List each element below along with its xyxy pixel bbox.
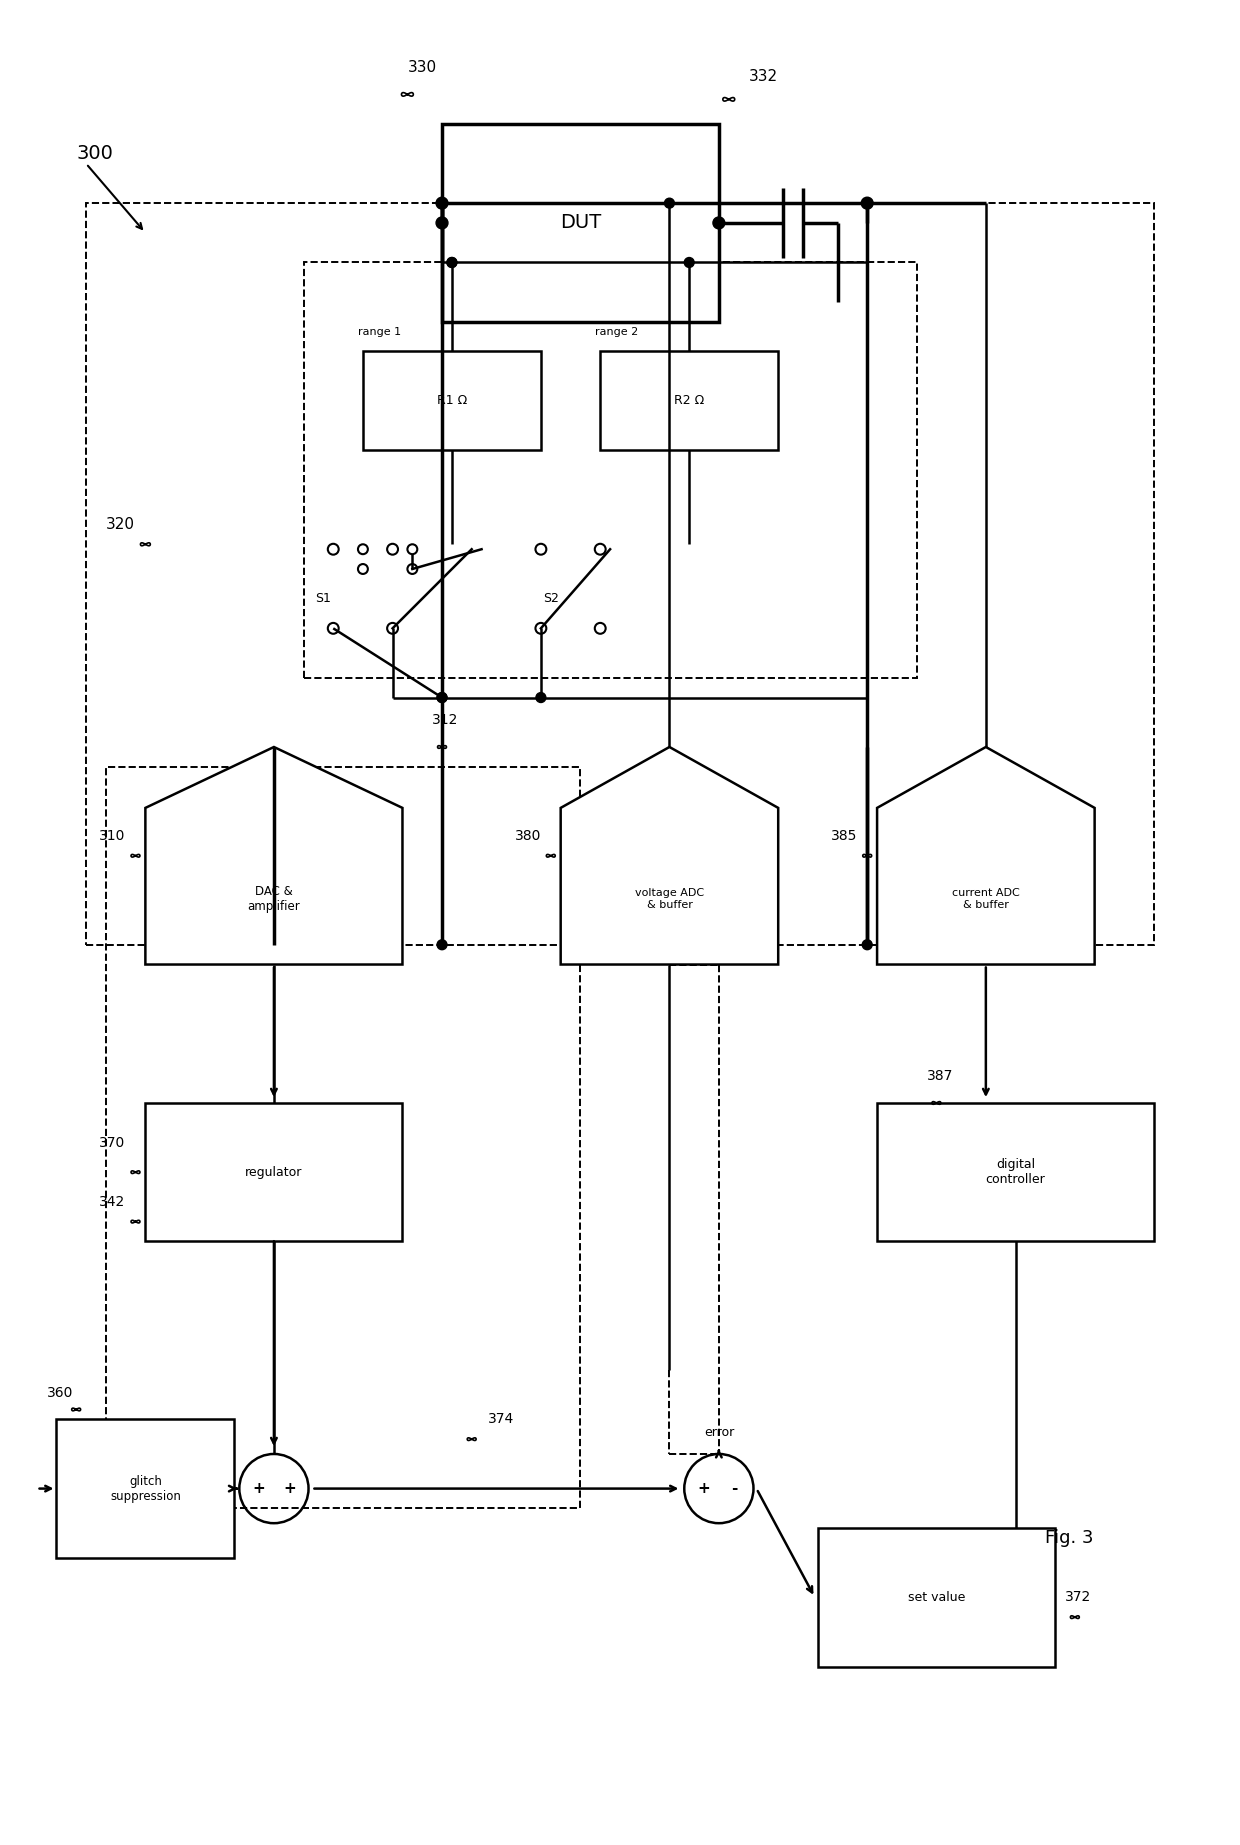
Text: DAC &
amplifier: DAC & amplifier — [248, 886, 300, 913]
Bar — [877, 1103, 1154, 1242]
Polygon shape — [560, 747, 779, 965]
Text: 360: 360 — [46, 1386, 73, 1400]
Bar — [600, 351, 779, 450]
Text: 320: 320 — [105, 517, 135, 531]
Circle shape — [862, 197, 873, 208]
Text: 310: 310 — [99, 828, 125, 843]
Text: S1: S1 — [315, 592, 331, 605]
Text: -: - — [732, 1482, 738, 1496]
Text: voltage ADC
& buffer: voltage ADC & buffer — [635, 889, 704, 910]
Circle shape — [436, 692, 446, 703]
Text: +: + — [252, 1482, 264, 1496]
Bar — [363, 351, 541, 450]
Circle shape — [862, 939, 872, 950]
Bar — [817, 1528, 1055, 1666]
Bar — [304, 262, 916, 677]
Circle shape — [436, 218, 448, 229]
Text: 342: 342 — [99, 1196, 125, 1208]
Text: set value: set value — [908, 1590, 965, 1603]
Text: 330: 330 — [408, 59, 436, 74]
Text: range 2: range 2 — [595, 327, 639, 336]
Bar — [145, 1103, 403, 1242]
Text: 372: 372 — [1065, 1590, 1091, 1605]
Text: R2 Ω: R2 Ω — [675, 395, 704, 408]
Text: 387: 387 — [926, 1070, 952, 1083]
Circle shape — [436, 939, 446, 950]
Circle shape — [436, 197, 448, 208]
Circle shape — [684, 258, 694, 268]
Circle shape — [446, 258, 456, 268]
Bar — [86, 203, 1154, 945]
Text: 385: 385 — [831, 828, 857, 843]
Text: error: error — [704, 1426, 734, 1439]
Text: 380: 380 — [515, 828, 541, 843]
Text: 300: 300 — [76, 144, 113, 162]
Polygon shape — [877, 747, 1095, 965]
Text: range 1: range 1 — [358, 327, 401, 336]
Text: regulator: regulator — [246, 1166, 303, 1179]
Circle shape — [713, 218, 725, 229]
Text: 312: 312 — [432, 714, 459, 727]
Text: Fig. 3: Fig. 3 — [1045, 1530, 1094, 1546]
Text: 374: 374 — [489, 1413, 515, 1426]
Circle shape — [665, 197, 675, 208]
Polygon shape — [145, 747, 403, 965]
Text: S2: S2 — [543, 592, 559, 605]
Text: glitch
suppression: glitch suppression — [110, 1474, 181, 1502]
Text: R1 Ω: R1 Ω — [436, 395, 467, 408]
Bar — [56, 1419, 234, 1557]
Text: digital
controller: digital controller — [986, 1159, 1045, 1186]
Text: 332: 332 — [749, 70, 777, 85]
Circle shape — [436, 692, 446, 703]
Bar — [441, 124, 719, 321]
Text: DUT: DUT — [559, 214, 601, 232]
Text: 370: 370 — [99, 1135, 125, 1149]
Circle shape — [446, 258, 456, 268]
Text: +: + — [283, 1482, 296, 1496]
Circle shape — [536, 692, 546, 703]
Text: current ADC
& buffer: current ADC & buffer — [952, 889, 1019, 910]
Bar — [105, 768, 580, 1509]
Text: +: + — [697, 1482, 709, 1496]
